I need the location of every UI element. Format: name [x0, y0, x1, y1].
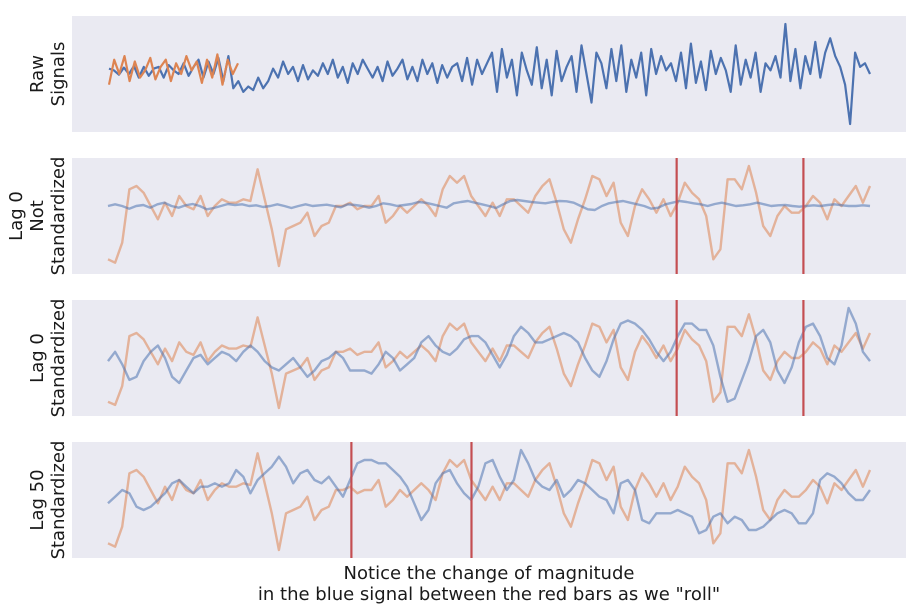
blue-series-line [107, 448, 871, 535]
ylabel-lag50-line2: Standardized [48, 441, 69, 560]
orange-series-line [107, 313, 872, 410]
lag0-standardized-panel [72, 300, 906, 416]
lag50-standardized-panel [72, 442, 906, 558]
ylabel-lag0-ns-line1: Lag 0 [6, 191, 27, 241]
blue-series-line [107, 198, 871, 212]
caption-line2: in the blue signal between the red bars … [258, 584, 720, 605]
lag0-not-standardized-panel [72, 158, 906, 274]
blue-series-line [107, 306, 871, 403]
ylabel-raw-line1: Raw [27, 55, 48, 93]
ylabel-lag0-ns-line3: Standardized [48, 157, 69, 276]
plot-area [72, 158, 906, 274]
ylabel-lag0-st-line1: Lag 0 [27, 333, 48, 383]
caption-line1: Notice the change of magnitude [344, 563, 635, 584]
ylabel-lag0-ns-line2: Not [27, 200, 48, 232]
orange-series-line [107, 164, 872, 268]
orange-series-line [107, 53, 239, 86]
ylabel-raw-line2: Signals [48, 42, 69, 107]
raw-signals-panel [72, 16, 906, 132]
plot-area [72, 442, 906, 558]
ylabel-lag0-st-line2: Standardized [48, 299, 69, 418]
orange-series-line [107, 448, 872, 552]
ylabel-lag50-line1: Lag 50 [27, 469, 48, 530]
blue-series-line [108, 22, 871, 126]
